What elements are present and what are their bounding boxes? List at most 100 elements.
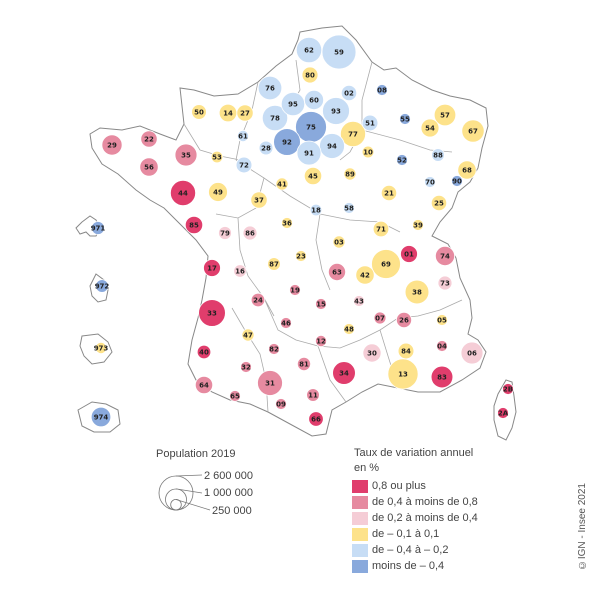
dept-label-60: 60	[309, 97, 319, 105]
size-legend-leader-1	[175, 488, 203, 494]
dept-label-90: 90	[452, 178, 462, 186]
dept-label-58: 58	[344, 205, 354, 213]
department-bubbles: 59 75 13 69 93 92 33 62 78 44 77 94 31 91 38 76 95 34 67 06…	[90, 34, 514, 428]
dept-bubble-22	[140, 130, 158, 148]
dept-label-19: 19	[290, 287, 300, 295]
dept-bubble-07	[373, 311, 387, 325]
dept-label-78: 78	[270, 115, 280, 123]
legend-item-c6: moins de – 0,4	[352, 559, 444, 573]
dept-bubble-10	[361, 145, 375, 159]
dept-label-62: 62	[304, 47, 314, 55]
dept-label-49: 49	[213, 189, 223, 197]
dept-label-77: 77	[348, 131, 358, 139]
size-label-medium: 1 000 000	[204, 487, 253, 499]
dept-bubble-74	[434, 245, 455, 266]
dept-bubble-63	[327, 262, 346, 281]
dept-bubble-90	[451, 175, 463, 187]
dept-label-52: 52	[397, 157, 407, 165]
dept-label-67: 67	[468, 128, 478, 136]
legend-swatch-c2	[352, 495, 368, 509]
dept-label-91: 91	[304, 150, 314, 158]
dept-bubble-87	[267, 257, 281, 271]
dept-bubble-57	[433, 103, 457, 127]
legend-label-c4: de – 0,1 à 0,1	[372, 528, 440, 541]
dept-label-2B: 2B	[503, 386, 513, 394]
dept-label-94: 94	[327, 143, 337, 151]
dept-bubble-89	[343, 167, 357, 181]
dept-bubble-54	[420, 118, 440, 138]
color-legend-title: Taux de variation annuel	[354, 447, 474, 459]
dept-label-65: 65	[230, 393, 240, 401]
dept-label-80: 80	[305, 72, 315, 80]
dept-label-53: 53	[212, 154, 222, 162]
dept-bubble-64	[194, 375, 214, 395]
dept-bubble-72	[235, 156, 253, 174]
dept-bubble-73	[437, 275, 453, 291]
dept-bubble-92	[273, 128, 301, 156]
dept-label-63: 63	[332, 269, 342, 277]
dept-label-17: 17	[207, 265, 217, 273]
dept-label-81: 81	[299, 361, 309, 369]
dept-bubble-08	[376, 84, 388, 96]
dept-label-84: 84	[401, 348, 411, 356]
dept-label-13: 13	[398, 371, 408, 379]
dept-bubble-60	[303, 90, 324, 111]
dept-bubble-69	[371, 249, 401, 279]
dept-label-54: 54	[425, 125, 435, 133]
dept-label-11: 11	[308, 392, 318, 400]
legend-swatch-c6	[352, 559, 368, 573]
dept-label-57: 57	[440, 112, 450, 120]
credit-text: ©IGN - Insee 2021	[577, 482, 588, 570]
dept-label-22: 22	[144, 136, 154, 144]
dept-label-71: 71	[376, 226, 386, 234]
dept-bubble-03	[332, 235, 346, 249]
dept-bubble-67	[461, 119, 485, 143]
dept-label-2A: 2A	[498, 410, 509, 418]
legend-item-c3: de 0,2 à moins de 0,4	[352, 511, 478, 525]
guyane-outline	[79, 333, 113, 365]
dept-bubble-974	[90, 406, 112, 428]
dept-label-12: 12	[316, 338, 326, 346]
dept-bubble-68	[457, 160, 477, 180]
dept-label-88: 88	[433, 152, 443, 160]
dept-label-93: 93	[331, 108, 341, 116]
dept-bubble-86	[242, 225, 258, 241]
dept-label-25: 25	[434, 200, 444, 208]
dept-bubble-34	[332, 361, 356, 385]
dept-label-32: 32	[241, 364, 251, 372]
dept-bubble-43	[353, 295, 365, 307]
dept-bubble-27	[236, 104, 254, 122]
dept-bubble-79	[218, 226, 232, 240]
dept-label-79: 79	[220, 230, 230, 238]
dept-label-56: 56	[144, 164, 154, 172]
dept-bubble-52	[396, 154, 408, 166]
dept-bubble-23	[295, 250, 307, 262]
dept-bubble-17	[203, 259, 221, 277]
size-legend-circle-2	[170, 499, 182, 511]
legend-swatch-c1	[352, 479, 368, 493]
dept-bubble-18	[309, 203, 323, 217]
dept-label-59: 59	[334, 49, 344, 57]
dept-bubble-41	[275, 177, 289, 191]
dept-label-83: 83	[437, 374, 447, 382]
dept-bubble-78	[261, 104, 289, 132]
dept-bubble-24	[250, 292, 266, 308]
dept-bubble-44	[169, 179, 196, 206]
dept-bubble-37	[250, 191, 268, 209]
dept-label-43: 43	[354, 298, 364, 306]
dept-bubble-59	[321, 34, 357, 70]
dept-bubble-36	[281, 217, 293, 229]
size-label-small: 250 000	[212, 505, 252, 517]
dept-bubble-21	[380, 184, 398, 202]
dept-bubble-66	[308, 411, 324, 427]
dept-label-41: 41	[277, 181, 287, 189]
legend-item-c1: 0,8 ou plus	[352, 479, 426, 493]
dept-label-31: 31	[265, 380, 275, 388]
dept-bubble-88	[431, 148, 445, 162]
dept-label-73: 73	[440, 280, 450, 288]
dept-label-01: 01	[404, 251, 414, 259]
size-legend-leader-2	[175, 499, 211, 511]
dept-label-50: 50	[194, 109, 204, 117]
legend-swatch-c5	[352, 543, 368, 557]
dept-bubble-11	[306, 388, 320, 402]
